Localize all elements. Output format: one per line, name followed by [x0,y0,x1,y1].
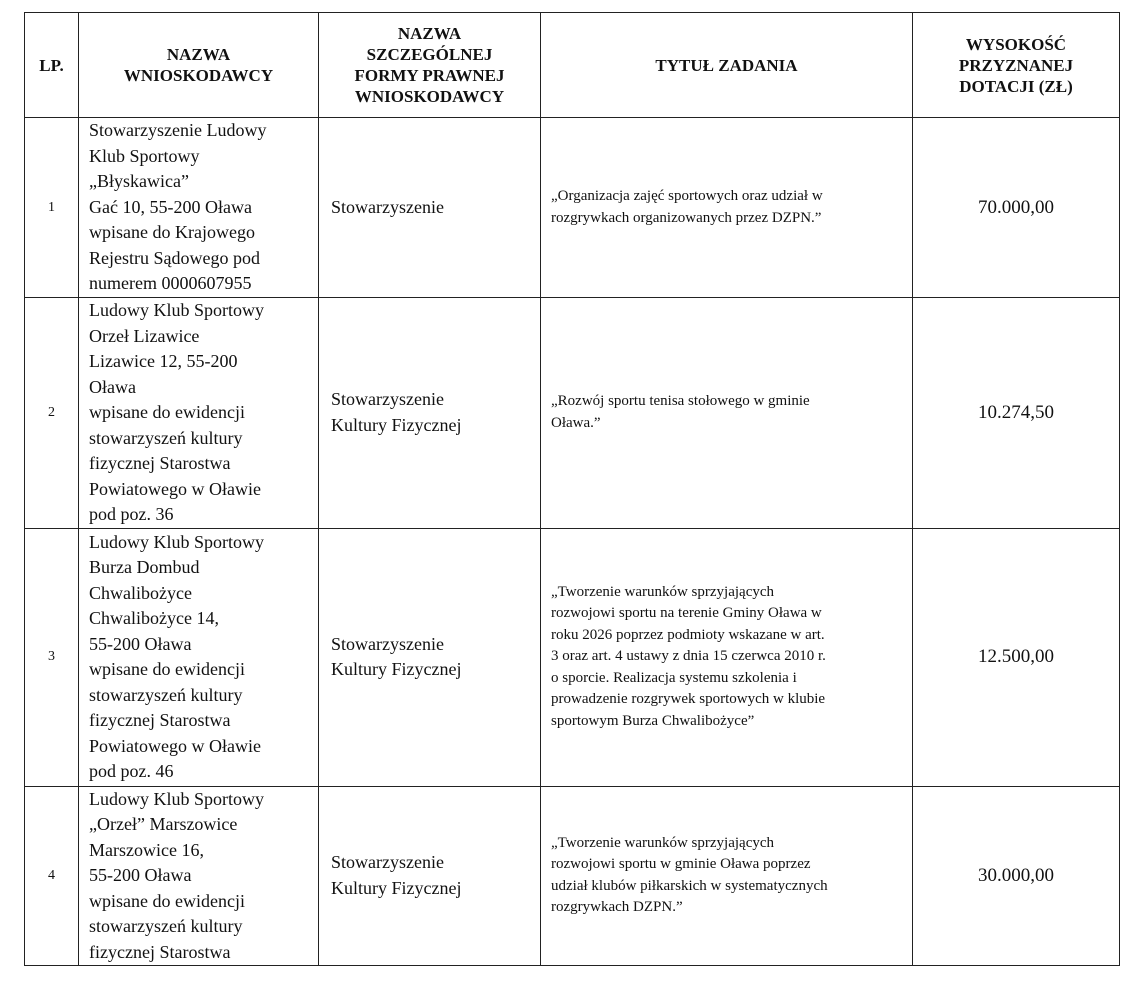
cell-line: rozwojowi sportu w gminie Oława poprzez [551,856,811,873]
cell-line: 3 oraz art. 4 ustawy z dnia 15 czerwca 2… [551,648,826,665]
cell-line: roku 2026 poprzez podmioty wskazane w ar… [551,626,825,643]
cell-lp: 1 [24,117,79,298]
cell-line: Oława [89,376,136,397]
table-row: 1 Stowarzyszenie Ludowy Klub Sportowy „Błys… [24,117,1120,298]
cell-legal-form: Stowarzyszenie Kultury Fizycznej [318,297,541,529]
cell-grant-amount: 70.000,00 [912,117,1120,298]
header-line: NAZWA [166,45,231,64]
cell-line: o sporcie. Realizacja systemu szkolenia … [551,669,797,686]
table-row: 2 Ludowy Klub Sportowy Orzeł Lizawice Lizaw… [24,297,1120,529]
header-line: WNIOSKODAWCY [354,87,505,106]
cell-line: rozwojowi sportu na terenie Gminy Oława … [551,605,822,622]
cell-line: wpisane do ewidencji [89,659,245,679]
cell-line: wpisane do ewidencji [89,890,245,911]
cell-line: Stowarzyszenie Ludowy [89,120,267,141]
cell-legal-form: Stowarzyszenie [318,117,541,298]
header-row: LP. NAZWA WNIOSKODAWCY NAZWA SZCZEGÓLNEJ FORM… [24,12,1120,118]
header-line: LP. [39,55,64,75]
cell-line: „Rozwój sportu tenisa stołowego w gminie [551,393,810,410]
cell-applicant-name: Ludowy Klub Sportowy Orzeł Lizawice Lizawi… [78,297,319,529]
cell-line: wpisane do Krajowego [89,222,255,243]
cell-lp: 3 [24,527,79,787]
cell-line: udział klubów piłkarskich w systematyczn… [551,877,828,894]
cell-line: stowarzyszeń kultury [89,427,243,448]
cell-line: rozgrywkach organizowanych przez DZPN.” [551,209,822,226]
cell-line: Kultury Fizycznej [331,659,462,679]
header-line: FORMY PRAWNEJ [354,66,505,85]
table-row: 3 Ludowy Klub Sportowy Burza Dombud Chwalib… [24,527,1120,787]
cell-line: pod poz. 36 [89,504,174,524]
cell-line: fizycznej Starostwa [89,710,231,730]
cell-line: Ludowy Klub Sportowy [89,300,264,320]
cell-applicant-name: Ludowy Klub Sportowy Burza Dombud Chwalibo… [78,527,319,787]
cell-line: prowadzenie rozgrywek sportowych w klubi… [551,691,826,708]
cell-grant-amount: 30.000,00 [912,785,1120,966]
cell-line: Chwalibożyce 14, [89,608,219,628]
cell-line: „Orzeł” Marszowice [89,814,238,834]
header-line: NAZWA [397,24,462,43]
cell-line: wpisane do ewidencji [89,402,245,422]
cell-line: Powiatowego w Oławie [89,735,261,756]
cell-line: rozgrywkach DZPN.” [551,899,683,916]
cell-applicant-name: Ludowy Klub Sportowy „Orzeł” Marszowice Ma… [78,785,319,966]
cell-line: 55-200 Oława [89,865,192,885]
cell-task-title: „Tworzenie warunków sprzyjających rozwojo… [540,785,913,966]
cell-line: „Organizacja zajęć sportowych oraz udzia… [551,188,823,204]
cell-line: Ludowy Klub Sportowy [89,788,264,809]
header-line: TYTUŁ ZADANIA [655,55,798,75]
cell-line: Oława.” [551,414,601,431]
cell-task-title: „Tworzenie warunków sprzyjających rozwojo… [540,527,913,787]
cell-line: Ludowy Klub Sportowy [89,531,264,552]
cell-line: „Tworzenie warunków sprzyjających [551,834,775,851]
cell-legal-form: Stowarzyszenie Kultury Fizycznej [318,785,541,966]
header-line: WYSOKOŚĆ [965,34,1067,54]
header-task-title: TYTUŁ ZADANIA [540,12,913,118]
cell-line: „Tworzenie warunków sprzyjających [551,583,775,600]
cell-task-title: „Rozwój sportu tenisa stołowego w gminie… [540,297,913,529]
cell-line: Stowarzyszenie [331,633,444,654]
header-line: PRZYZNANEJ [958,55,1074,75]
cell-line: Burza Dombud [89,557,200,577]
cell-line: Marszowice 16, [89,839,204,860]
cell-line: Rejestru Sądowego pod [89,247,260,268]
cell-line: sportowym Burza Chwalibożyce” [551,712,755,729]
cell-line: fizycznej Starostwa [89,453,231,473]
cell-line: 55-200 Oława [89,633,192,654]
cell-line: Stowarzyszenie [331,196,444,217]
cell-legal-form: Stowarzyszenie Kultury Fizycznej [318,527,541,787]
header-lp: LP. [24,12,79,118]
cell-line: stowarzyszeń kultury [89,916,243,936]
cell-line: numerem 0000607955 [89,273,252,294]
grants-table: LP. NAZWA WNIOSKODAWCY NAZWA SZCZEGÓLNEJ FORM… [24,12,1120,966]
cell-line: Gać 10, 55-200 Oława [89,196,252,217]
header-legal-form: NAZWA SZCZEGÓLNEJ FORMY PRAWNEJ WNIOSKODAWC… [318,12,541,118]
cell-line: pod poz. 46 [89,761,174,781]
cell-line: Stowarzyszenie [331,389,444,410]
cell-line: Kultury Fizycznej [331,414,462,435]
header-grant-amount: WYSOKOŚĆ PRZYZNANEJ DOTACJI (ZŁ) [912,12,1120,118]
cell-applicant-name: Stowarzyszenie Ludowy Klub Sportowy „Błysk… [78,117,319,298]
cell-line: „Błyskawica” [89,171,189,192]
header-line: SZCZEGÓLNEJ [366,45,493,64]
header-applicant-name: NAZWA WNIOSKODAWCY [78,12,319,118]
cell-line: fizycznej Starostwa [89,941,231,962]
cell-lp: 2 [24,297,79,529]
header-line: WNIOSKODAWCY [123,66,274,85]
cell-line: stowarzyszeń kultury [89,684,243,705]
cell-line: Klub Sportowy [89,145,200,166]
cell-line: Kultury Fizycznej [331,877,462,898]
cell-task-title: „Organizacja zajęć sportowych oraz udzia… [540,117,913,298]
cell-line: Chwalibożyce [89,582,192,603]
cell-line: Stowarzyszenie [331,852,444,873]
header-line: DOTACJI (ZŁ) [959,76,1073,96]
cell-line: Powiatowego w Oławie [89,478,261,499]
table-row: 4 Ludowy Klub Sportowy „Orzeł” Marszowice M… [24,785,1120,966]
cell-line: Orzeł Lizawice [89,325,200,346]
cell-grant-amount: 12.500,00 [912,527,1120,787]
cell-grant-amount: 10.274,50 [912,297,1120,529]
cell-lp: 4 [24,785,79,966]
cell-line: Lizawice 12, 55-200 [89,351,238,371]
